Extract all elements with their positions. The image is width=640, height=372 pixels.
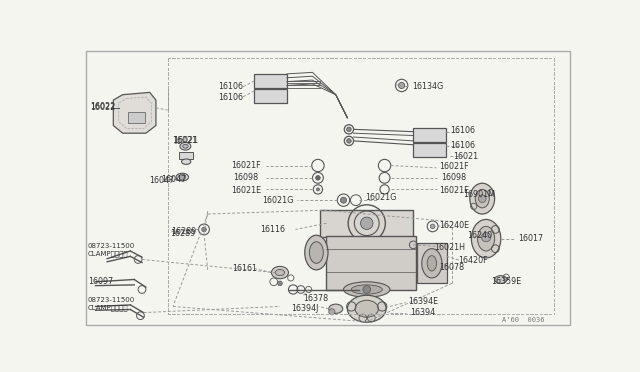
Circle shape xyxy=(363,286,371,294)
Bar xyxy=(413,128,446,142)
Ellipse shape xyxy=(271,266,289,279)
Ellipse shape xyxy=(422,249,442,278)
Text: 16106: 16106 xyxy=(451,141,476,150)
Text: 16394J: 16394J xyxy=(291,304,318,313)
Text: 16359E: 16359E xyxy=(491,277,521,286)
Text: 16134G: 16134G xyxy=(412,83,443,92)
Circle shape xyxy=(179,174,186,180)
Text: 16289: 16289 xyxy=(170,229,195,238)
Ellipse shape xyxy=(428,256,436,271)
Text: 16021E: 16021E xyxy=(439,186,469,195)
Text: 16240E: 16240E xyxy=(439,221,469,230)
Text: 16116: 16116 xyxy=(260,225,285,234)
Text: 16047: 16047 xyxy=(161,175,186,184)
Text: 16289: 16289 xyxy=(172,227,196,236)
Text: 16021G: 16021G xyxy=(365,193,397,202)
Text: 16106: 16106 xyxy=(218,83,243,92)
Bar xyxy=(417,243,447,283)
Polygon shape xyxy=(320,210,413,237)
Bar xyxy=(128,112,145,123)
Circle shape xyxy=(316,176,320,180)
Ellipse shape xyxy=(309,242,323,263)
Text: 16021: 16021 xyxy=(454,152,479,161)
Text: 16097: 16097 xyxy=(88,276,113,286)
Circle shape xyxy=(478,195,486,202)
Ellipse shape xyxy=(476,189,489,208)
Text: 16378: 16378 xyxy=(303,294,328,303)
Circle shape xyxy=(347,127,351,132)
Circle shape xyxy=(202,227,206,232)
Text: 16098: 16098 xyxy=(441,173,467,182)
Text: 16098: 16098 xyxy=(234,173,259,182)
Ellipse shape xyxy=(275,269,285,276)
Ellipse shape xyxy=(351,285,382,294)
Polygon shape xyxy=(113,92,156,133)
Circle shape xyxy=(340,197,347,203)
Bar xyxy=(326,235,415,289)
Ellipse shape xyxy=(470,183,495,214)
Text: 16021F: 16021F xyxy=(231,161,260,170)
Ellipse shape xyxy=(180,142,191,150)
Text: 16021: 16021 xyxy=(172,136,197,145)
Circle shape xyxy=(316,188,319,191)
Bar xyxy=(254,89,287,103)
Circle shape xyxy=(329,309,335,315)
Text: 16901M: 16901M xyxy=(463,189,495,199)
Circle shape xyxy=(430,224,435,229)
Text: A'60  0036: A'60 0036 xyxy=(502,317,545,323)
Ellipse shape xyxy=(182,144,188,148)
Ellipse shape xyxy=(182,159,191,164)
Circle shape xyxy=(347,139,351,143)
Text: 16106: 16106 xyxy=(218,93,243,102)
Text: 16021G: 16021G xyxy=(262,196,294,205)
Text: 16420F: 16420F xyxy=(458,256,488,265)
Circle shape xyxy=(481,232,491,242)
Bar xyxy=(413,143,446,157)
Ellipse shape xyxy=(305,235,328,270)
Text: 16106: 16106 xyxy=(451,126,476,135)
Text: 16021E: 16021E xyxy=(231,186,261,195)
Ellipse shape xyxy=(472,219,501,258)
Text: 16240: 16240 xyxy=(467,231,493,240)
Ellipse shape xyxy=(344,282,390,297)
Ellipse shape xyxy=(176,173,189,181)
Circle shape xyxy=(278,281,282,286)
Circle shape xyxy=(360,217,373,230)
Text: 16394: 16394 xyxy=(410,308,435,317)
Text: 16022: 16022 xyxy=(90,102,115,111)
Ellipse shape xyxy=(348,295,386,322)
Text: 16022: 16022 xyxy=(90,103,115,112)
Text: 16047: 16047 xyxy=(149,176,174,185)
Ellipse shape xyxy=(495,276,507,283)
Circle shape xyxy=(399,82,404,89)
Text: 16021H: 16021H xyxy=(434,243,465,251)
Text: 16021: 16021 xyxy=(173,137,198,145)
Text: CLAMPクランプ: CLAMPクランプ xyxy=(88,305,129,311)
Text: 08723-11500: 08723-11500 xyxy=(88,243,135,249)
Text: 16021F: 16021F xyxy=(439,162,468,171)
Text: CLAMPクランプ: CLAMPクランプ xyxy=(88,251,129,257)
Ellipse shape xyxy=(329,304,343,313)
Text: 16161: 16161 xyxy=(232,264,257,273)
Text: 16078: 16078 xyxy=(439,263,464,272)
Ellipse shape xyxy=(477,226,495,251)
Ellipse shape xyxy=(355,300,378,317)
Bar xyxy=(179,153,193,158)
Text: 08723-11500: 08723-11500 xyxy=(88,297,135,303)
Text: 16017: 16017 xyxy=(518,234,543,243)
Bar xyxy=(254,74,287,88)
Text: 16394E: 16394E xyxy=(408,296,438,305)
